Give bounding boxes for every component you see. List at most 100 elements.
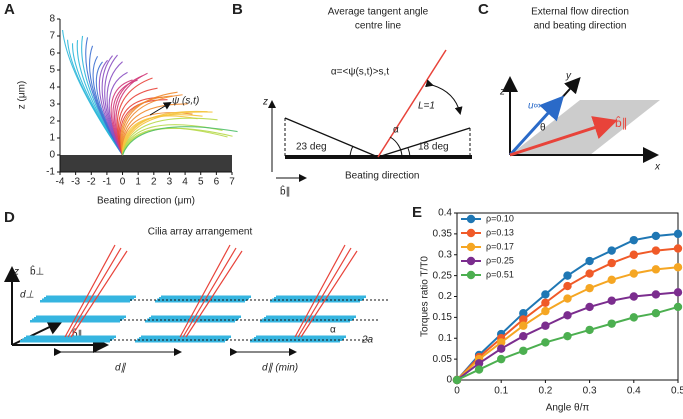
x-tick-label: 6 xyxy=(214,177,220,188)
x-tick-label: 0.5 xyxy=(671,386,683,397)
cilium-base xyxy=(46,295,136,298)
cilium-base xyxy=(20,340,110,343)
label: z xyxy=(499,87,505,98)
data-point xyxy=(607,296,616,305)
arrow xyxy=(149,101,172,116)
label: 18 deg xyxy=(418,142,449,153)
legend-marker xyxy=(466,242,476,252)
label: α xyxy=(393,125,399,136)
cilium-curve xyxy=(122,124,223,156)
y-tick-label: 8 xyxy=(49,14,55,25)
panel-b: B Average tangent angle centre line α=<ψ… xyxy=(232,1,472,198)
data-point xyxy=(607,319,616,328)
panel-e: E 0 0.05 0.1 0.15 0.2 0.25 0.3 0.35 0.4 0 0.1 0.2 0.… xyxy=(412,204,683,414)
cilium-base xyxy=(266,315,356,318)
x-tick-label: 0.4 xyxy=(627,386,641,397)
cilium xyxy=(300,250,358,338)
label: b̂∥ xyxy=(615,115,628,130)
cilium-base xyxy=(42,298,132,301)
y-tick-label: 6 xyxy=(49,48,55,59)
label: z xyxy=(262,97,268,108)
arc xyxy=(389,136,403,158)
data-point xyxy=(563,331,572,341)
y-tick-label: 2 xyxy=(49,116,55,127)
title: Cilia array arrangement xyxy=(148,227,253,238)
x-tick-label: 0 xyxy=(454,386,460,397)
cilium-base xyxy=(32,318,122,321)
cilium-base xyxy=(260,320,350,323)
y-axis-label: z (μm) xyxy=(17,81,28,110)
data-point xyxy=(585,302,594,312)
y-tick-label: 0.15 xyxy=(433,312,453,323)
y-tick-label: 0.4 xyxy=(438,208,452,219)
label: d⊥ xyxy=(20,290,35,301)
data-point xyxy=(673,263,683,272)
panel-letter: D xyxy=(4,209,15,226)
x-axis-label: Angle θ/π xyxy=(546,403,590,414)
data-point xyxy=(651,290,661,299)
data-point xyxy=(541,321,550,330)
x-tick-label: 0.3 xyxy=(583,386,597,397)
title: centre line xyxy=(355,21,402,32)
panel-letter: C xyxy=(478,1,489,18)
data-point xyxy=(474,365,484,374)
y-tick-label: 0.35 xyxy=(433,229,453,240)
arrow xyxy=(509,116,618,157)
x-axis-label: Beating direction (μm) xyxy=(97,196,195,207)
data-point xyxy=(541,298,550,307)
y-tick-label: 0 xyxy=(446,375,452,386)
legend-label: ρ=0.51 xyxy=(486,269,514,279)
data-point xyxy=(563,271,572,280)
y-tick-label: 7 xyxy=(49,31,55,42)
formula: α=<ψ(s,t)>s,t xyxy=(331,67,389,78)
cilium xyxy=(64,244,116,338)
label: b̂∥ xyxy=(72,327,83,341)
legend-label: ρ=0.25 xyxy=(486,255,514,265)
data-point xyxy=(673,288,683,297)
data-point xyxy=(629,292,638,301)
x-tick-label: -1 xyxy=(102,177,111,188)
x-tick-label: 0.2 xyxy=(538,386,552,397)
data-point xyxy=(519,321,528,330)
y-tick-label: 4 xyxy=(49,82,55,93)
x-tick-label: 0 xyxy=(120,177,126,188)
data-point xyxy=(607,275,616,284)
data-point xyxy=(607,246,616,255)
cilium-base xyxy=(161,295,251,298)
y-tick-label: 0.2 xyxy=(438,291,452,302)
cilium-base xyxy=(276,295,366,298)
cilium xyxy=(70,250,128,338)
line xyxy=(377,127,471,158)
panel-a: A z (μm) Beating direction (μm) ψ (s,t) -… xyxy=(4,1,238,207)
cilium xyxy=(179,244,231,338)
cilium-base xyxy=(151,315,241,318)
panel-c: C External flow direction and beating di… xyxy=(478,1,661,173)
x-tick-label: -2 xyxy=(87,177,96,188)
data-point xyxy=(541,338,550,347)
x-tick-label: 3 xyxy=(167,177,173,188)
cilium-curve xyxy=(122,126,238,156)
data-point xyxy=(519,309,528,318)
label: y xyxy=(565,71,572,82)
y-tick-label: 0.25 xyxy=(433,270,453,281)
cilium-base xyxy=(139,337,229,340)
data-point xyxy=(629,313,638,322)
data-point xyxy=(519,331,528,341)
legend-marker xyxy=(466,228,476,238)
label: α xyxy=(330,325,336,336)
x-tick-label: 2 xyxy=(151,177,157,188)
label: u∞ xyxy=(528,101,541,112)
y-tick-label: 0.3 xyxy=(438,249,452,260)
label: x xyxy=(654,162,661,173)
panel-letter: A xyxy=(4,1,15,18)
legend-marker xyxy=(466,214,476,224)
cilium-base xyxy=(159,297,249,300)
cilium-base xyxy=(135,340,225,343)
cilium-base xyxy=(274,297,364,300)
data-point xyxy=(563,294,572,303)
cilium-base xyxy=(272,298,362,301)
data-point xyxy=(585,325,594,335)
cilium-base xyxy=(254,337,344,340)
panel-letter: B xyxy=(232,1,243,18)
x-axis-label: Beating direction xyxy=(345,171,420,182)
